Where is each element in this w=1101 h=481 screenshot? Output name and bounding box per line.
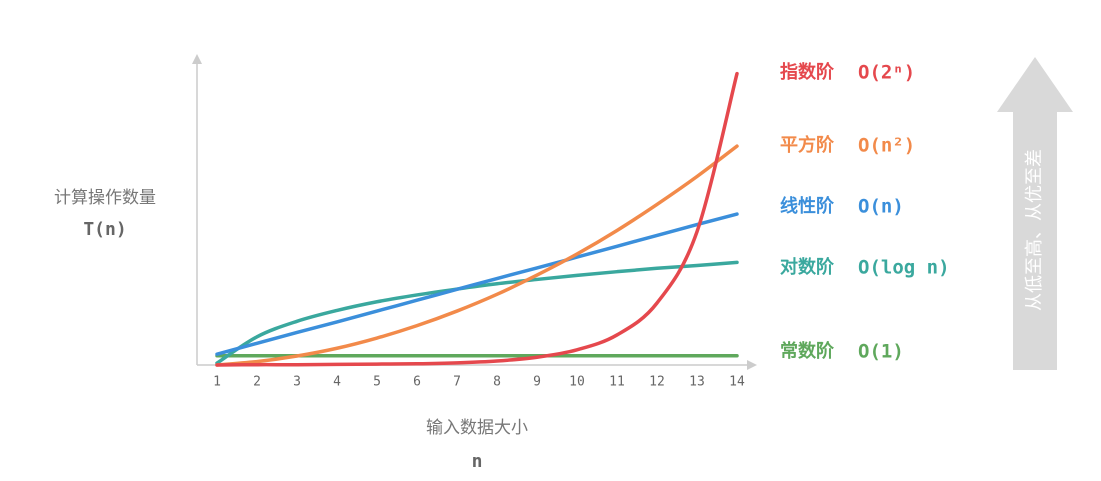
x-tick-label: 3 <box>293 375 301 390</box>
x-tick-label: 8 <box>493 375 501 390</box>
trend-label: 从低至高、从优至差 <box>1024 149 1045 311</box>
legend-name: 指数阶 <box>780 61 835 83</box>
x-tick-label: 13 <box>689 375 705 390</box>
legend-formula: O(log n) <box>858 257 950 279</box>
x-tick-label: 2 <box>253 375 261 390</box>
series-line <box>215 212 739 356</box>
legend-formula: O(2ⁿ) <box>858 62 915 84</box>
series-line <box>215 71 739 367</box>
trend-arrow <box>997 57 1073 370</box>
legend-name: 常数阶 <box>780 340 835 362</box>
legend-name: 平方阶 <box>780 134 835 156</box>
x-tick-label: 4 <box>333 375 341 390</box>
x-tick-label: 11 <box>609 375 625 390</box>
legend-name: 线性阶 <box>780 195 835 217</box>
y-axis-symbol: T(n) <box>83 219 126 240</box>
x-axis-symbol: n <box>472 451 483 472</box>
x-tick-label: 1 <box>213 375 221 390</box>
x-axis-arrow <box>747 360 757 370</box>
x-tick-label: 5 <box>373 375 381 390</box>
y-axis-label: 计算操作数量 <box>54 188 156 208</box>
x-tick-label: 12 <box>649 375 665 390</box>
legend-name: 对数阶 <box>780 256 835 278</box>
x-tick-label: 14 <box>729 375 745 390</box>
x-axis-label: 输入数据大小 <box>426 418 528 438</box>
legend-formula: O(n²) <box>858 135 915 157</box>
x-tick-label: 10 <box>569 375 585 390</box>
x-tick-label: 7 <box>453 375 461 390</box>
x-tick-label: 9 <box>533 375 541 390</box>
series-line <box>215 144 739 367</box>
series-line <box>215 260 739 365</box>
legend-formula: O(n) <box>858 196 904 218</box>
legend-formula: O(1) <box>858 341 904 363</box>
y-axis-arrow <box>192 54 202 64</box>
x-tick-label: 6 <box>413 375 421 390</box>
